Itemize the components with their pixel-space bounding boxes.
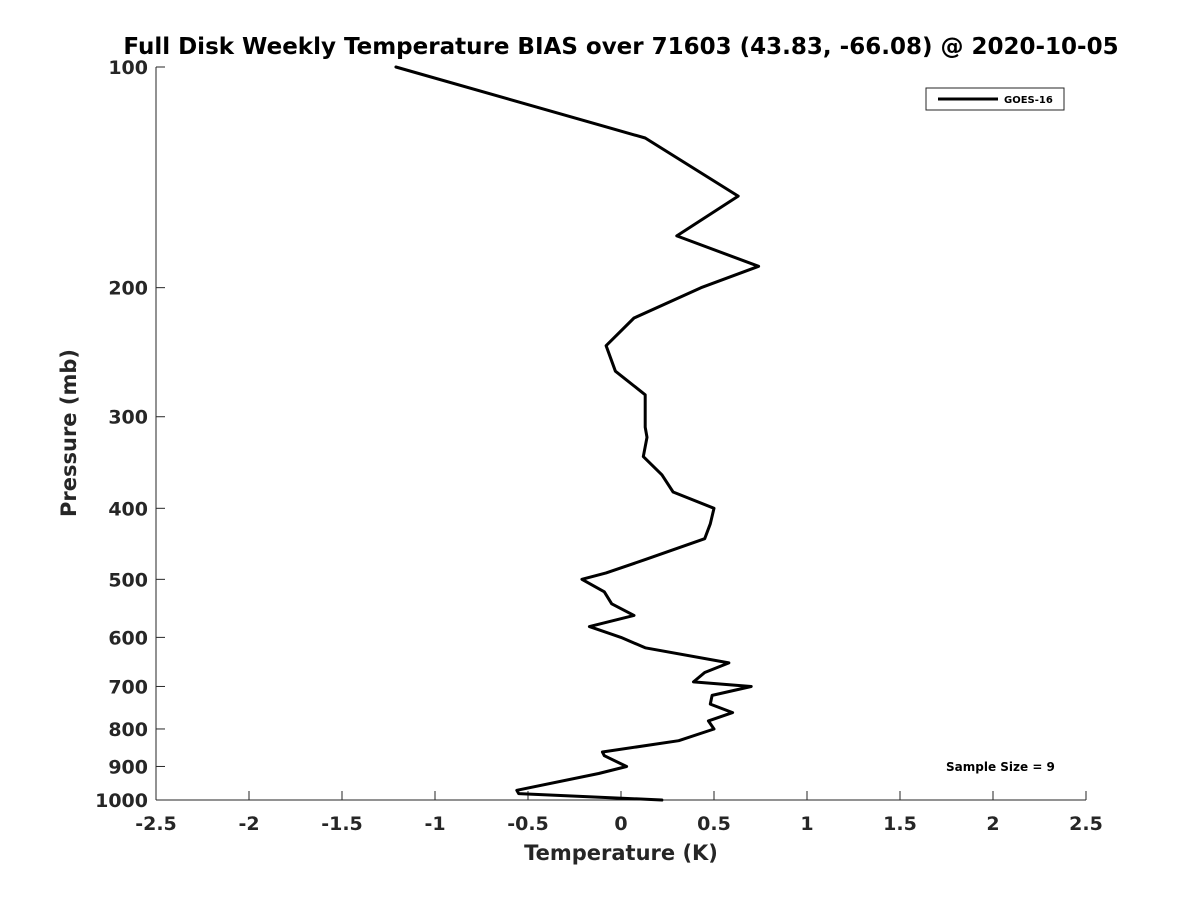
chart-title: Full Disk Weekly Temperature BIAS over 7… <box>123 34 1118 60</box>
x-tick-label: 2 <box>986 813 999 835</box>
x-tick-label: -2.5 <box>135 813 177 835</box>
y-tick-label: 300 <box>108 407 148 429</box>
x-tick-label: -1 <box>424 813 445 835</box>
y-tick-label: 900 <box>108 756 148 778</box>
y-tick-label: 600 <box>108 627 148 649</box>
y-tick-label: 500 <box>108 569 148 591</box>
y-tick-label: 700 <box>108 676 148 698</box>
legend: GOES-16 <box>925 87 1065 111</box>
y-tick-label: 400 <box>108 498 148 520</box>
x-tick-label: 1 <box>800 813 813 835</box>
y-tick-label: 800 <box>108 719 148 741</box>
y-tick-label: 1000 <box>95 790 148 812</box>
x-tick-label: 1.5 <box>883 813 917 835</box>
y-tick-label: 100 <box>108 57 148 79</box>
series-line-goes-16 <box>394 65 761 802</box>
x-tick-label: 0 <box>614 813 627 835</box>
sample-size-annotation: Sample Size = 9 <box>946 760 1055 774</box>
series-lines <box>394 65 761 802</box>
x-axis-label: Temperature (K) <box>524 841 718 865</box>
legend-label-goes-16: GOES-16 <box>1004 95 1053 106</box>
y-axis-ticks: 100 200 300 400 500 600 700 800 900 1000 <box>95 57 165 812</box>
x-tick-label: 0.5 <box>697 813 731 835</box>
x-tick-label: -2 <box>238 813 259 835</box>
x-axis-ticks: -2.5 -2 -1.5 -1 -0.5 0 0.5 1 1.5 2 2.5 <box>135 791 1103 835</box>
x-tick-label: 2.5 <box>1069 813 1103 835</box>
x-tick-label: -0.5 <box>507 813 549 835</box>
x-tick-label: -1.5 <box>321 813 363 835</box>
y-tick-label: 200 <box>108 278 148 300</box>
y-axis-label: Pressure (mb) <box>57 349 81 517</box>
